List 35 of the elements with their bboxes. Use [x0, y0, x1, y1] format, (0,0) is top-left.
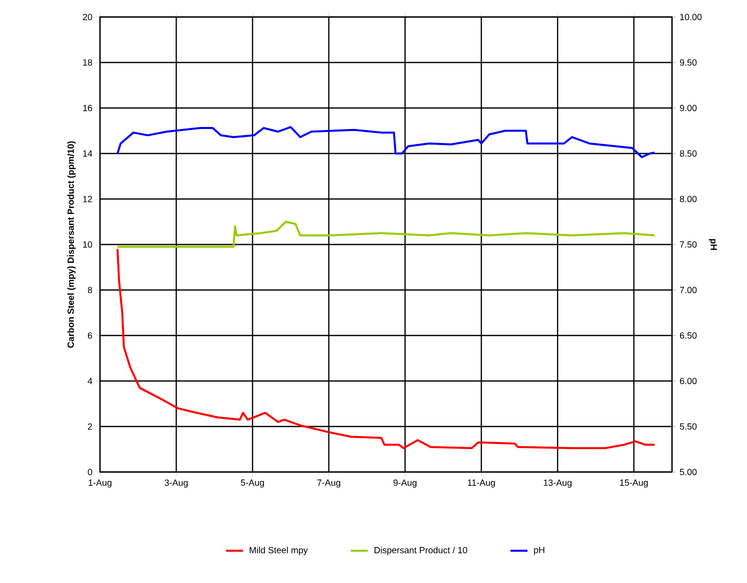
x-tick-label: 9-Aug — [394, 480, 416, 488]
x-tick-label: 13-Aug — [544, 480, 572, 488]
y-axis-title: Carbon Steel (mpy) Dispersant Product (ppm/10) — [67, 141, 76, 348]
y2-tick-label: 10.00 — [680, 14, 702, 20]
y-tick-label: 2 — [88, 423, 92, 430]
x-tick-label: 5-Aug — [240, 480, 264, 488]
y-tick-label: 18 — [83, 59, 92, 66]
y-tick-label: 10 — [83, 241, 92, 248]
y2-tick-label: 9.50 — [680, 59, 697, 66]
legend-label: pH — [534, 546, 544, 555]
y2-tick-label: 5.50 — [680, 423, 697, 430]
x-tick-label: 15-Aug — [620, 480, 648, 488]
y2-tick-label: 7.50 — [680, 241, 697, 248]
x-tick-label: 1-Aug — [88, 480, 112, 488]
y2-axis-title: pH — [708, 239, 717, 250]
legend-label: Mild Steel mpy — [250, 546, 308, 556]
y2-tick-label: 7.00 — [680, 286, 697, 294]
y-tick-label: 20 — [82, 14, 92, 20]
x-tick-label: 3-Aug — [164, 480, 188, 488]
x-tick-label: 11-Aug — [468, 480, 495, 488]
y2-tick-label: 5.00 — [680, 468, 697, 476]
y2-tick-label: 8.00 — [680, 196, 697, 202]
y2-tick-label: 6.50 — [680, 332, 697, 339]
y-tick-label: 12 — [83, 196, 92, 202]
y-tick-label: 8 — [88, 286, 92, 294]
x-tick-label: 7-Aug — [317, 480, 340, 488]
y2-tick-label: 9.00 — [680, 104, 697, 112]
y2-tick-label: 6.00 — [680, 378, 697, 384]
y-tick-label: 6 — [88, 332, 92, 339]
y-tick-label: 4 — [88, 378, 92, 384]
y2-tick-label: 8.50 — [680, 150, 697, 157]
y-tick-label: 16 — [83, 104, 92, 112]
y-tick-label: 14 — [83, 150, 92, 157]
legend-label: Dispersant Product / 10 — [374, 546, 468, 556]
y-tick-label: 0 — [88, 468, 92, 476]
